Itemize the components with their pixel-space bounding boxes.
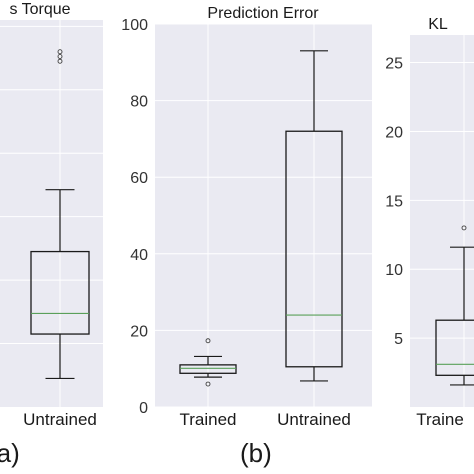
plot-area-c <box>410 35 474 407</box>
y-tick-label: 15 <box>385 193 403 210</box>
plot-area-a <box>0 20 103 407</box>
chart-title: Prediction Error <box>207 5 319 22</box>
box-iqr <box>179 364 237 374</box>
y-tick-label: 20 <box>130 323 148 340</box>
panel-label-b: (b) <box>240 438 272 468</box>
chart-title: KL <box>428 16 448 33</box>
x-category-label: Trained <box>179 410 236 429</box>
y-tick-label: 60 <box>130 170 148 187</box>
outlier-point <box>57 54 63 59</box>
outlier-point <box>57 58 63 64</box>
x-category-label: Untrained <box>23 410 97 429</box>
y-tick-label: 0 <box>139 400 148 417</box>
outlier-point <box>205 381 211 387</box>
y-tick-label: 100 <box>121 17 148 34</box>
panel-label-a: (a) <box>0 438 20 468</box>
y-tick-label: 20 <box>385 124 403 141</box>
chart-title: s Torque <box>9 1 70 18</box>
y-tick-label: 10 <box>385 262 403 279</box>
x-category-label: Untrained <box>277 410 351 429</box>
box-iqr <box>435 319 474 376</box>
y-tick-label: 5 <box>394 331 403 348</box>
x-category-label: Traine <box>416 410 464 429</box>
plot-area-b <box>155 24 372 407</box>
y-tick-label: 80 <box>130 94 148 111</box>
y-tick-label: 25 <box>385 56 403 73</box>
box-iqr <box>285 130 343 368</box>
box-iqr <box>30 250 90 335</box>
y-tick-label: 40 <box>130 247 148 264</box>
outlier-point <box>461 225 467 231</box>
outlier-point <box>205 338 211 344</box>
outlier-point <box>57 49 63 55</box>
